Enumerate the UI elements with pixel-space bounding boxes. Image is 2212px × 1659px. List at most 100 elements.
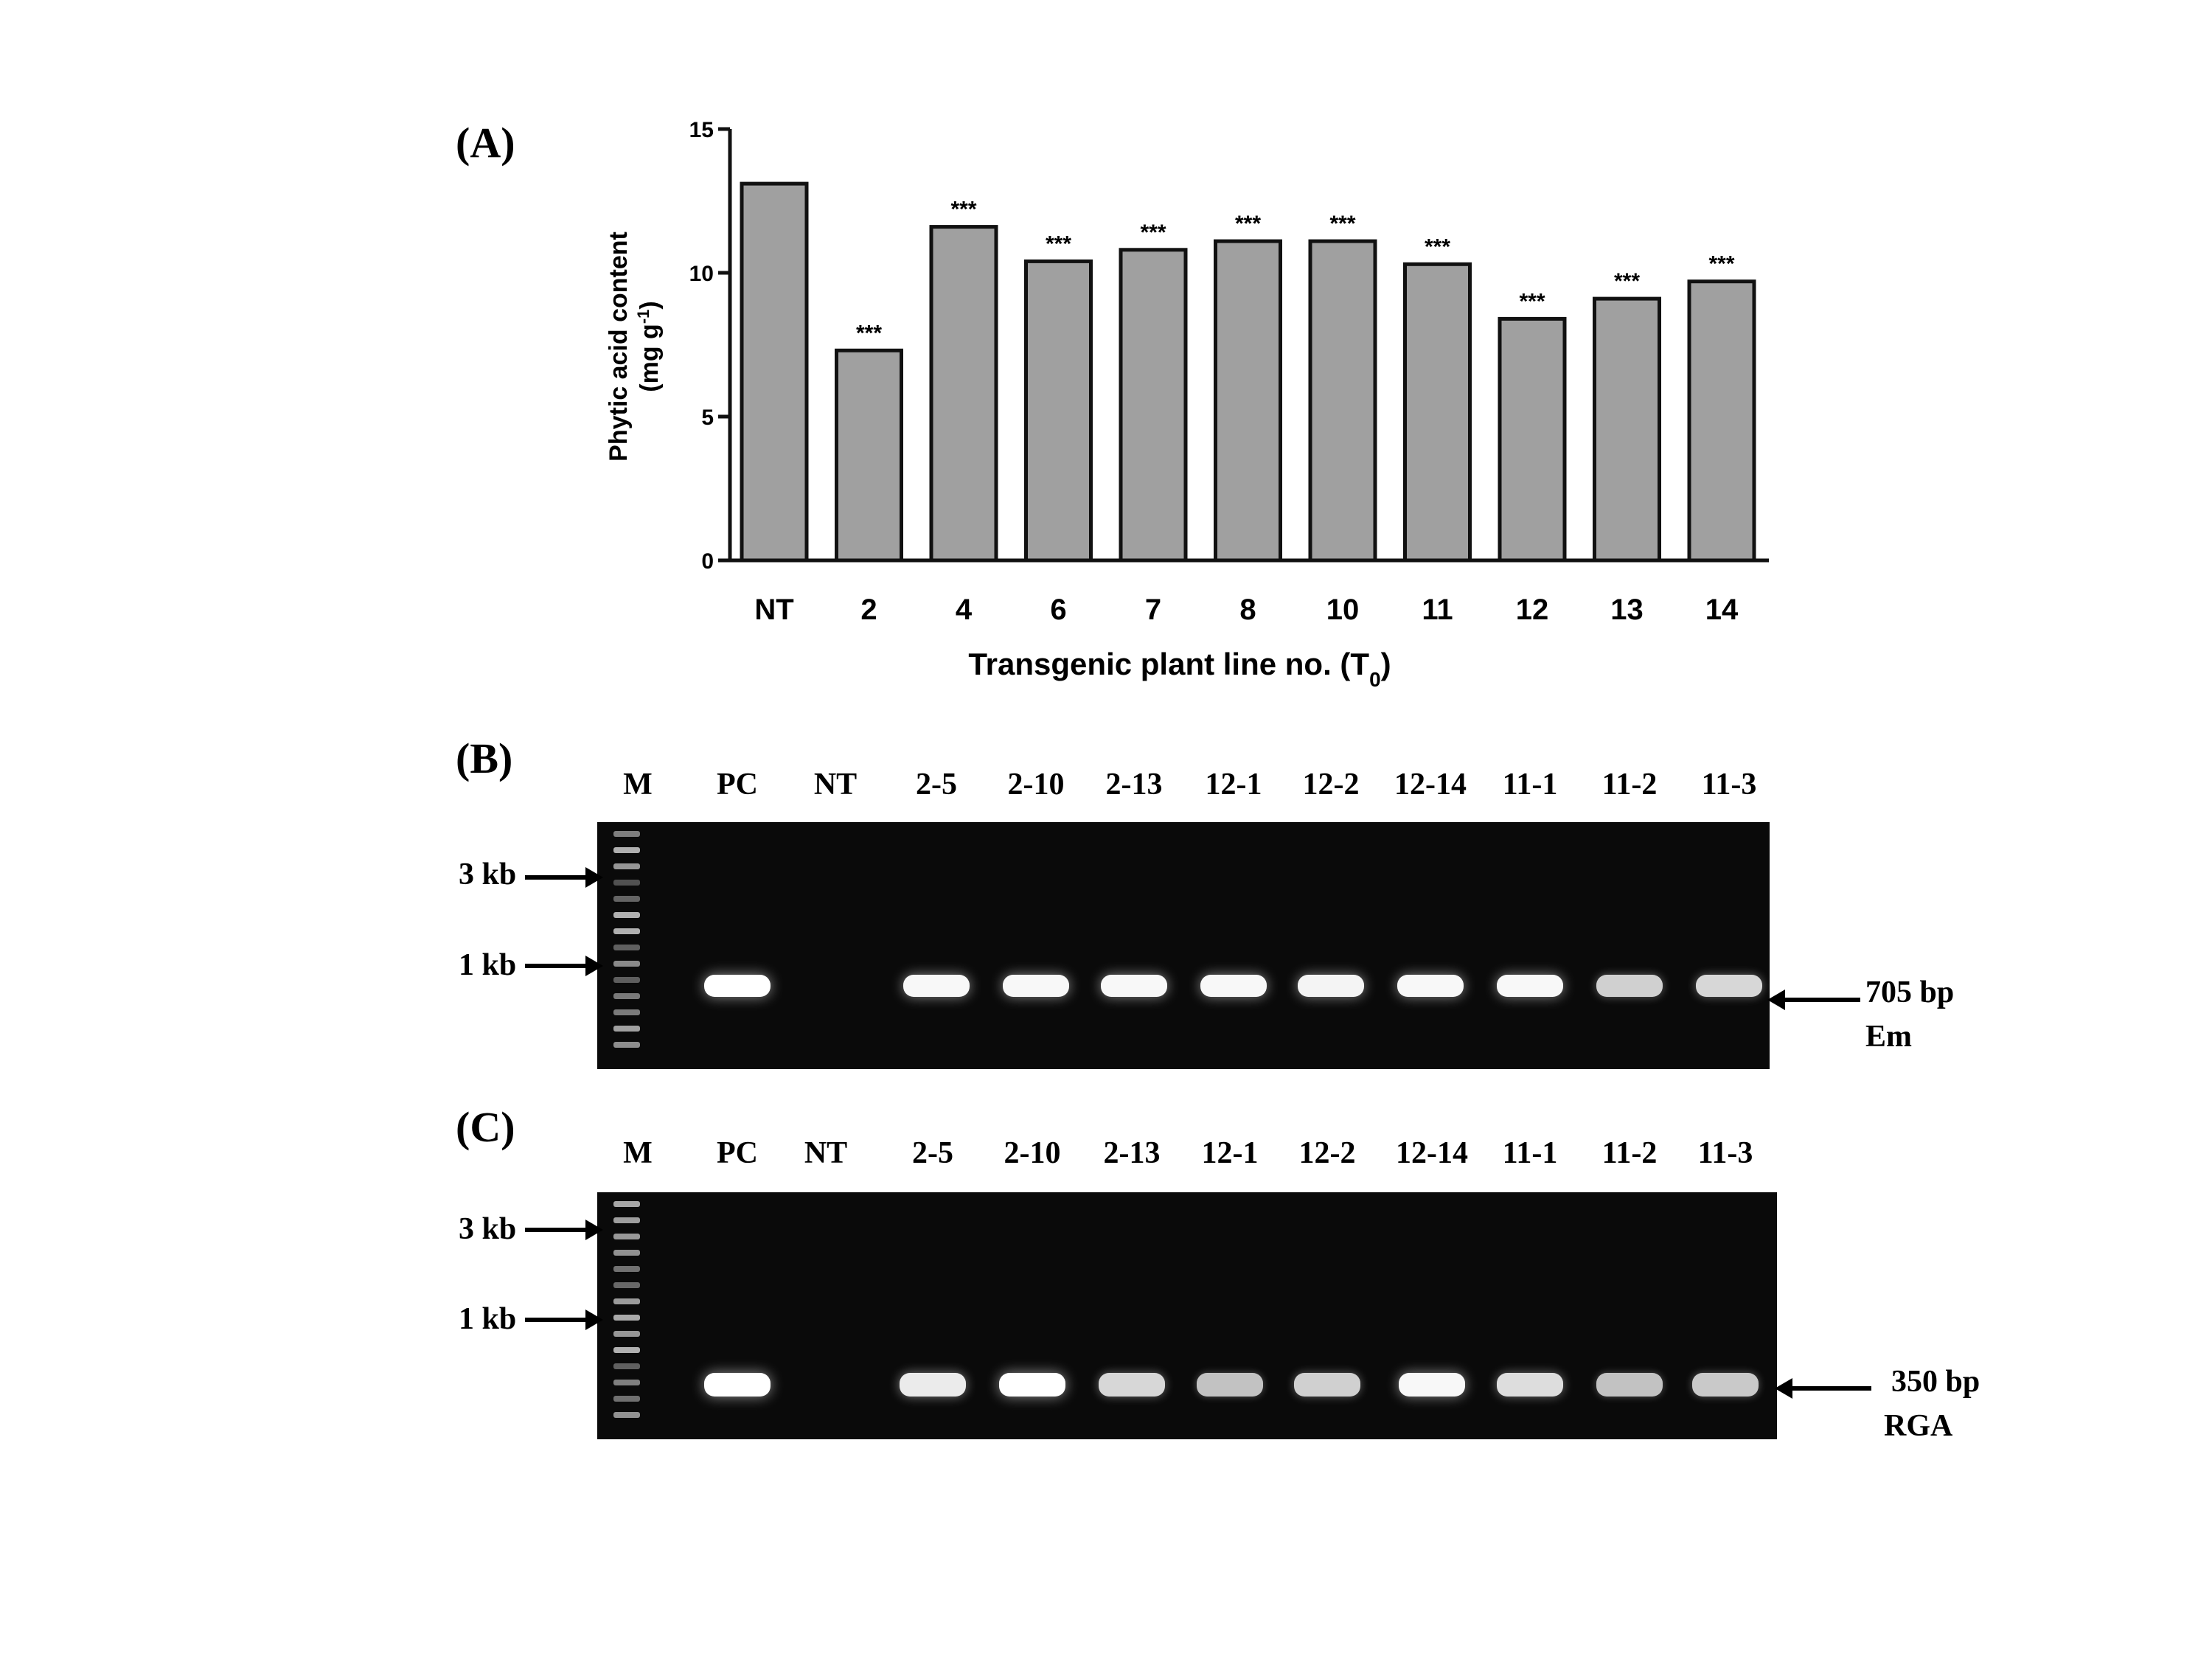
bar-NT [742, 184, 807, 560]
ladder-band [613, 977, 640, 983]
pcr-band [1298, 975, 1364, 997]
bar-7 [1121, 250, 1186, 560]
significance-marker: *** [1046, 232, 1071, 256]
ladder-band [613, 1217, 640, 1223]
gel-b-product-size: 705 bp [1865, 975, 1954, 1010]
bar-8 [1216, 241, 1281, 560]
pcr-band [1497, 1373, 1563, 1397]
gel-c-product-name: RGA [1884, 1408, 1952, 1444]
significance-marker: *** [1708, 252, 1734, 276]
ladder-band [613, 880, 640, 886]
lane-label: 11-1 [1503, 767, 1558, 802]
x-tick-label: 6 [1050, 594, 1066, 626]
lane-label: 12-1 [1206, 767, 1262, 802]
x-axis-title: Transgenic plant line no. (T0) [968, 647, 1391, 691]
ladder-band [613, 945, 640, 950]
ladder-band [613, 1315, 640, 1321]
pcr-band [1497, 975, 1563, 997]
lane-label: PC [717, 767, 758, 802]
significance-marker: *** [1235, 212, 1261, 236]
ladder-band [613, 1298, 640, 1304]
panel-label-b: (B) [456, 734, 512, 783]
phytic-acid-bar-chart: NT 2 *** 4 *** 6 *** 7 *** 8 *** 10 *** 11 *** 12 *** 13 *… [0, 0, 2212, 708]
lane-label: 2-5 [912, 1135, 953, 1171]
x-tick-label: NT [754, 594, 793, 626]
gel-c-marker-1kb-arrow [524, 1305, 605, 1335]
panel-label-c: (C) [456, 1102, 515, 1152]
gel-b-product-arrow [1766, 985, 1862, 1015]
ladder-band [613, 1201, 640, 1207]
lane-label: NT [804, 1135, 847, 1171]
ladder-band [613, 1412, 640, 1418]
bar-13 [1595, 299, 1660, 560]
lane-label: 12-14 [1396, 1135, 1468, 1171]
pcr-band [1692, 1373, 1759, 1397]
ladder-band [613, 1009, 640, 1015]
pcr-band [903, 975, 970, 997]
x-tick-label: 2 [860, 594, 877, 626]
ladder-band [613, 831, 640, 837]
lane-label: 11-3 [1702, 767, 1757, 802]
gel-c-product-arrow [1773, 1374, 1873, 1403]
pcr-band [704, 975, 771, 997]
gel-c-marker-3kb-label: 3 kb [459, 1211, 516, 1247]
x-tick-label: 8 [1239, 594, 1256, 626]
ladder-band [613, 993, 640, 999]
significance-marker: *** [1329, 212, 1355, 236]
lane-label: 2-13 [1104, 1135, 1161, 1171]
lane-label: NT [814, 767, 857, 802]
lane-label: PC [717, 1135, 758, 1171]
gel-b-marker-3kb-label: 3 kb [459, 857, 516, 892]
ladder-band [613, 1234, 640, 1239]
significance-marker: *** [950, 198, 976, 222]
pcr-band [704, 1373, 771, 1397]
x-tick-label: 13 [1610, 594, 1644, 626]
ladder-band [613, 912, 640, 918]
pcr-band [1294, 1373, 1360, 1397]
lane-label: 2-13 [1106, 767, 1163, 802]
pcr-band [900, 1373, 966, 1397]
ladder-band [613, 1396, 640, 1402]
y-tick-label: 10 [689, 262, 714, 286]
ladder-band [613, 1347, 640, 1353]
lane-label: 2-10 [1004, 1135, 1061, 1171]
lane-label: 12-1 [1202, 1135, 1259, 1171]
lane-label: M [623, 1135, 653, 1171]
pcr-band [1596, 1373, 1663, 1397]
x-tick-label: 4 [956, 594, 973, 626]
lane-label: 12-2 [1303, 767, 1360, 802]
pcr-band [1200, 975, 1267, 997]
bar-4 [931, 227, 996, 560]
lane-label: 11-2 [1602, 767, 1658, 802]
y-tick-label: 5 [701, 406, 714, 430]
gel-c-marker-3kb-arrow [524, 1215, 605, 1245]
pcr-band [1099, 1373, 1165, 1397]
ladder-band [613, 1042, 640, 1048]
bar-12 [1500, 319, 1565, 560]
ladder-band [613, 847, 640, 853]
pcr-band [1397, 975, 1464, 997]
ladder-band [613, 1266, 640, 1272]
lane-label: M [623, 767, 653, 802]
gel-b-marker-1kb-label: 1 kb [459, 947, 516, 983]
pcr-band [1003, 975, 1069, 997]
ladder-band [613, 1282, 640, 1288]
x-tick-label: 14 [1705, 594, 1739, 626]
ladder-band [613, 961, 640, 967]
lane-label: 11-1 [1503, 1135, 1558, 1171]
bar-14 [1689, 282, 1754, 560]
gel-c-marker-1kb-label: 1 kb [459, 1301, 516, 1337]
lane-label: 12-14 [1394, 767, 1467, 802]
ladder-band [613, 896, 640, 902]
gel-image-rga [597, 1192, 1777, 1439]
y-tick-label: 15 [689, 118, 714, 142]
y-axis-title-line1: Phytic acid content [605, 232, 633, 462]
lane-label: 12-2 [1299, 1135, 1356, 1171]
bar-11 [1405, 264, 1470, 560]
ladder-band [613, 1026, 640, 1032]
pcr-band [1101, 975, 1167, 997]
gel-c-product-size: 350 bp [1891, 1364, 1980, 1399]
y-tick-label: 0 [701, 549, 714, 574]
gel-image-em [597, 822, 1770, 1069]
bar-6 [1026, 261, 1091, 560]
